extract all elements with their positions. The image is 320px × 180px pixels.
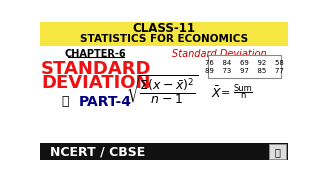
Text: CLASS-11: CLASS-11 [132,22,196,35]
Text: Standard Deviation: Standard Deviation [172,49,267,59]
Text: 76  84  69  92  58: 76 84 69 92 58 [205,60,284,66]
Text: $\sqrt{\dfrac{\Sigma(x-\bar{x})^2}{n-1}}$: $\sqrt{\dfrac{\Sigma(x-\bar{x})^2}{n-1}}… [126,74,199,107]
Text: NCERT / CBSE: NCERT / CBSE [51,145,146,158]
FancyBboxPatch shape [208,55,281,78]
FancyBboxPatch shape [268,144,286,159]
Text: CHAPTER-6: CHAPTER-6 [65,49,127,59]
FancyBboxPatch shape [40,22,288,46]
Text: n: n [240,91,246,100]
Text: 👉: 👉 [61,95,68,108]
Text: STANDARD: STANDARD [41,60,151,78]
Text: 🎓: 🎓 [274,147,280,157]
Text: Sum: Sum [234,84,252,93]
Text: STATISTICS FOR ECONOMICS: STATISTICS FOR ECONOMICS [80,33,248,44]
FancyBboxPatch shape [40,46,288,143]
Text: DEVIATION: DEVIATION [41,74,150,92]
FancyBboxPatch shape [40,143,288,160]
Text: PART-4: PART-4 [79,95,132,109]
Text: 89  73  97  85  77: 89 73 97 85 77 [205,68,284,74]
Text: =: = [221,88,231,98]
Text: $\bar{X}$: $\bar{X}$ [211,86,222,101]
